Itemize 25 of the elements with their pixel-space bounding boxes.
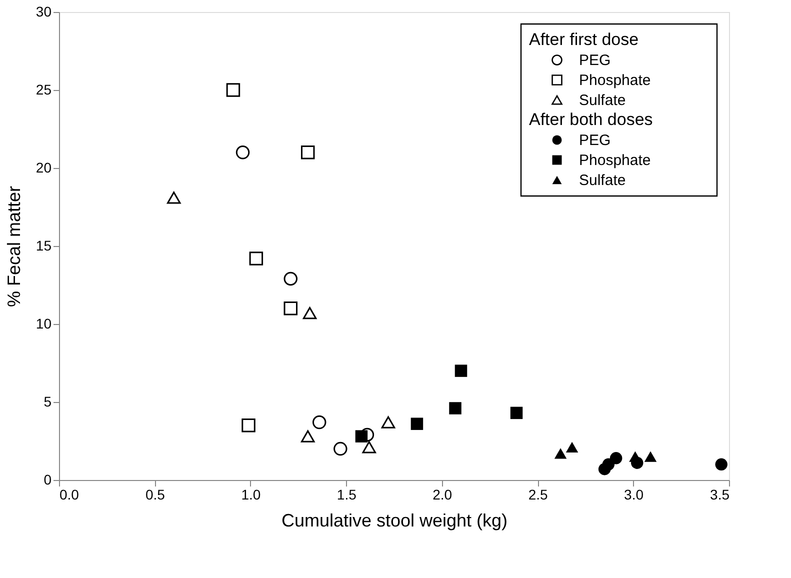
legend-label: Sulfate: [579, 92, 626, 109]
y-tick-label: 25: [36, 82, 52, 98]
y-tick-label: 15: [36, 238, 52, 254]
x-tick-label: 1.5: [336, 486, 357, 502]
x-axis-title: Cumulative stool weight (kg): [281, 510, 508, 530]
x-tick-label: 3.0: [624, 486, 644, 502]
x-tick-label: 2.0: [432, 486, 452, 502]
y-tick-label: 0: [44, 472, 52, 488]
legend-label: PEG: [579, 132, 611, 149]
x-tick-label: 1.0: [241, 486, 261, 502]
annotation: After both doses: [529, 110, 653, 129]
x-tick-label: 0.5: [145, 486, 166, 502]
legend-label: Phosphate: [579, 152, 651, 169]
x-tick-label: 2.5: [528, 486, 548, 502]
y-axis-title: % Fecal matter: [4, 186, 24, 308]
legend-label: Phosphate: [579, 72, 651, 89]
legend-label: Sulfate: [579, 172, 626, 189]
y-tick-label: 10: [36, 316, 52, 332]
x-tick-label: 0.0: [60, 486, 80, 502]
y-tick-label: 5: [44, 394, 52, 410]
legend-label: PEG: [579, 52, 611, 69]
x-tick-label: 3.5: [710, 486, 730, 502]
annotation: After first dose: [529, 30, 639, 49]
y-tick-label: 20: [36, 160, 52, 176]
y-tick-label: 30: [36, 4, 52, 20]
